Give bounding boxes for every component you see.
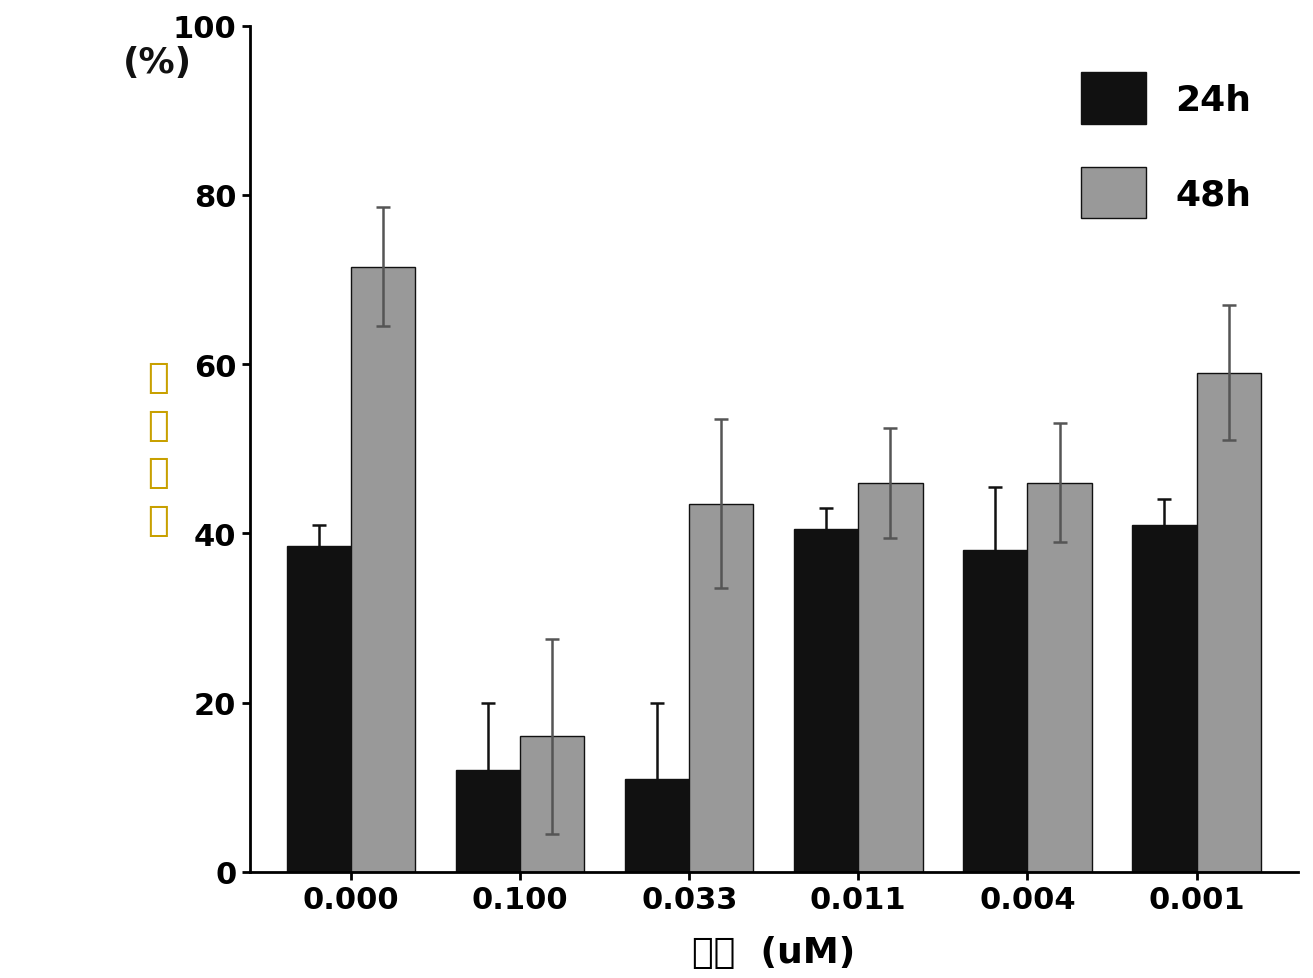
Bar: [286, 547, 351, 872]
Bar: [520, 736, 584, 872]
Bar: [1132, 525, 1196, 872]
Bar: [859, 483, 923, 872]
X-axis label: 浓度  (uM): 浓度 (uM): [692, 935, 855, 969]
Bar: [964, 551, 1027, 872]
Text: 迁
移
指
数: 迁 移 指 数: [147, 361, 168, 537]
Text: (%): (%): [123, 46, 192, 80]
Bar: [351, 267, 415, 872]
Bar: [1027, 483, 1091, 872]
Bar: [1196, 374, 1260, 872]
Legend: 24h, 48h: 24h, 48h: [1052, 45, 1280, 247]
Bar: [794, 529, 859, 872]
Bar: [689, 505, 754, 872]
Bar: [625, 778, 689, 872]
Bar: [456, 771, 520, 872]
